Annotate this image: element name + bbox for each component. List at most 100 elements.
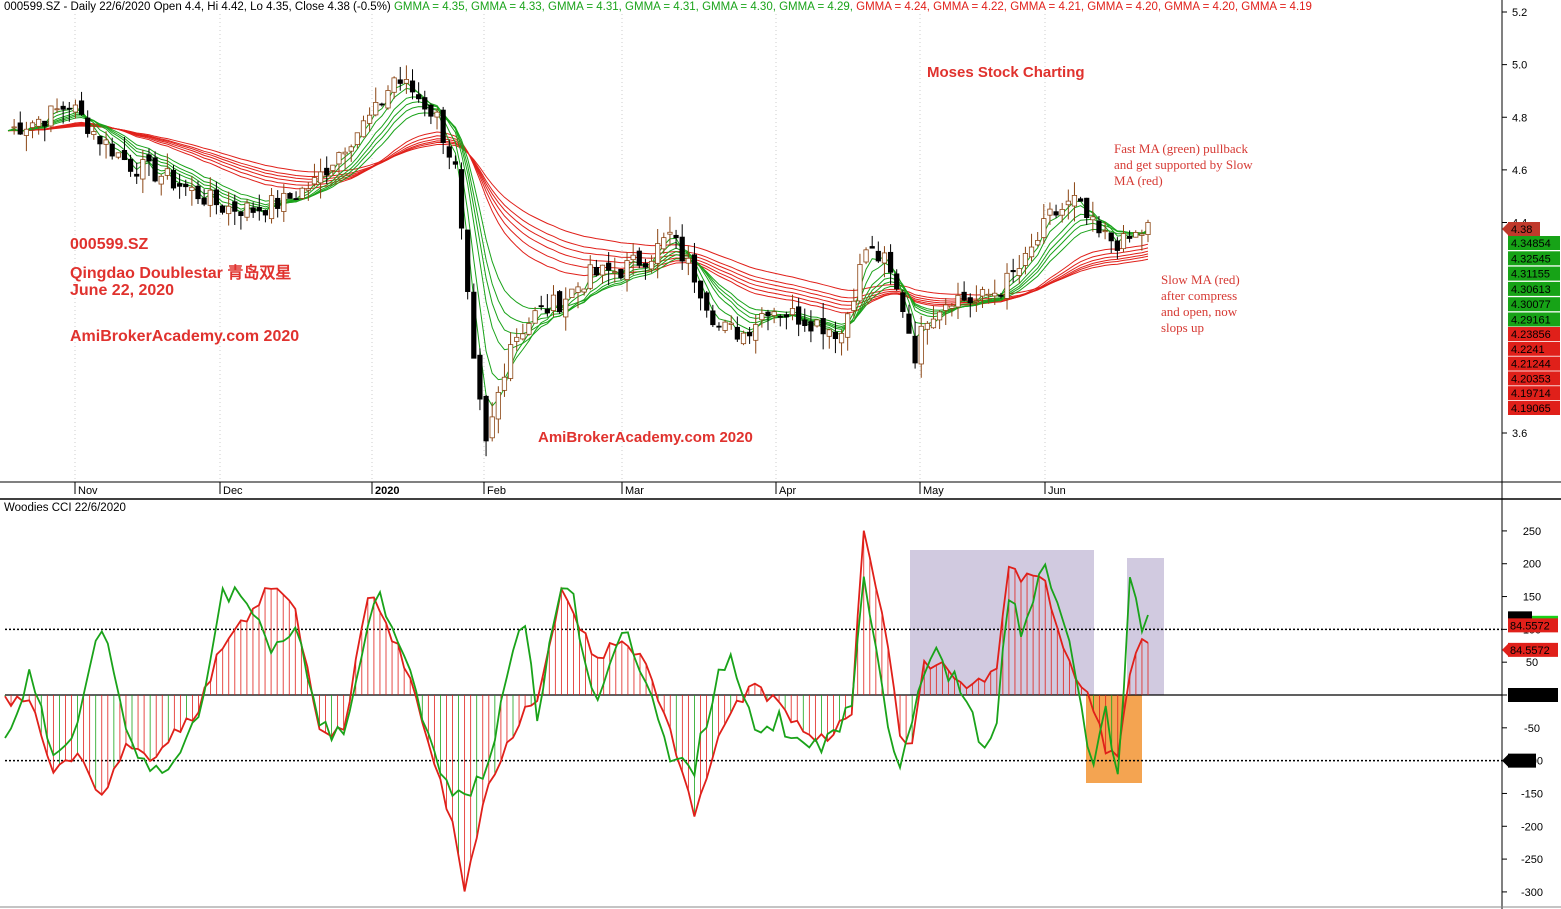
gmma-value: GMMA = 4.24, <box>852 1 930 13</box>
candle-body <box>557 291 563 313</box>
candle-body <box>661 237 667 250</box>
candle-body <box>894 273 900 290</box>
candle-body <box>238 211 244 216</box>
candle-body <box>906 313 912 334</box>
candle-body <box>955 294 961 308</box>
candle-body <box>783 314 789 318</box>
month-label: Apr <box>779 485 796 497</box>
candle-body <box>275 197 281 209</box>
candle-body <box>979 289 986 297</box>
candle-body <box>832 331 839 340</box>
candle-body <box>961 291 967 301</box>
candle-body <box>1004 272 1010 299</box>
gmma-value: GMMA = 4.21, <box>1007 1 1085 13</box>
candle-body <box>636 250 642 266</box>
gmma-value: GMMA = 4.20, <box>1084 1 1162 13</box>
cci-tick-label: -200 <box>1521 821 1543 833</box>
gmma-values: GMMA = 4.35, GMMA = 4.33, GMMA = 4.31, G… <box>394 1 1312 13</box>
candle-body <box>722 321 728 331</box>
candle-body <box>391 77 397 93</box>
month-label: Dec <box>223 485 243 497</box>
candle-body <box>195 185 201 200</box>
candle-body <box>152 157 158 182</box>
slow-ma-note-line: after compress <box>1161 288 1238 303</box>
candle-body <box>23 128 29 136</box>
price-tick-label: 4.8 <box>1512 112 1527 124</box>
gmma-slow-label: 4.19065 <box>1511 403 1551 415</box>
candle-body <box>293 198 299 201</box>
candle-body <box>1016 268 1022 276</box>
candle-body <box>477 354 483 400</box>
candle-body <box>11 126 17 129</box>
candle-body <box>569 288 575 298</box>
candle-body <box>91 131 97 135</box>
candle-body <box>863 249 869 263</box>
candle-body <box>1096 220 1102 234</box>
candle-body <box>881 252 888 264</box>
candle-body <box>409 80 416 93</box>
price-tick-label: 5.2 <box>1512 7 1527 19</box>
cci-tick-label: -250 <box>1521 854 1543 866</box>
candle-body <box>121 150 128 161</box>
candle-body <box>311 177 318 185</box>
candle-body <box>918 325 924 365</box>
gmma-slow-label-bg <box>1508 401 1560 415</box>
cci-zero-label-bg <box>1508 688 1558 702</box>
candle-body <box>403 79 409 84</box>
candle-body <box>452 161 459 165</box>
candle-body <box>679 236 685 262</box>
candle-body <box>42 120 48 127</box>
gmma-value: GMMA = 4.33, <box>467 1 545 13</box>
candle-body <box>317 171 324 184</box>
gmma-fast-label: 4.31155 <box>1511 269 1550 281</box>
candle-body <box>244 202 250 218</box>
candle-body <box>348 146 354 152</box>
candle-body <box>367 114 373 124</box>
candle-body <box>226 205 232 215</box>
candle-body <box>287 193 293 199</box>
gmma-slow-label: 4.20353 <box>1511 373 1551 385</box>
candle-body <box>189 186 195 191</box>
candle-body <box>1028 246 1035 258</box>
candle-body <box>851 300 857 311</box>
candle-body <box>1127 235 1133 239</box>
cci-tick-label: 200 <box>1523 559 1541 571</box>
candle-body <box>937 311 943 321</box>
slow-ma-note-line: Slow MA (red) <box>1161 272 1240 287</box>
candle-body <box>501 376 508 391</box>
candle-body <box>777 315 783 318</box>
cci-red-arrow <box>1502 643 1508 656</box>
cci-neg100-arrow <box>1502 754 1508 767</box>
candle-body <box>575 286 581 293</box>
candle-body <box>771 311 777 316</box>
candle-body <box>538 305 544 308</box>
fast-ma-note-line: Fast MA (green) pullback <box>1114 141 1248 156</box>
candle-body <box>986 293 992 296</box>
candle-body <box>219 205 226 213</box>
candle-body <box>759 313 765 321</box>
candle-body <box>342 151 348 155</box>
fast-ma-note: Fast MA (green) pullback and get support… <box>1114 141 1253 189</box>
candle-body <box>869 246 875 249</box>
candle-body <box>1065 200 1071 206</box>
candle-body <box>593 266 599 276</box>
gmma-value: GMMA = 4.22, <box>929 1 1008 13</box>
candle-body <box>109 143 115 157</box>
candle-body <box>78 100 85 115</box>
candle-body <box>630 254 636 261</box>
candle-body <box>85 117 91 134</box>
candle-body <box>207 189 213 206</box>
candle-body <box>29 122 36 128</box>
candle-body <box>1059 208 1065 216</box>
gmma-fast-label-bg <box>1508 312 1560 327</box>
candle-body <box>808 321 814 332</box>
candle-body <box>354 132 360 145</box>
gmma-fast-label: 4.32545 <box>1511 253 1551 265</box>
gmma-fast-label-bg <box>1508 281 1560 296</box>
shade-orange <box>1086 695 1142 783</box>
candle-body <box>826 329 832 337</box>
candle-body <box>1077 198 1084 202</box>
month-label: Mar <box>625 485 644 497</box>
candle-body <box>624 260 630 280</box>
candle-body <box>710 310 716 326</box>
